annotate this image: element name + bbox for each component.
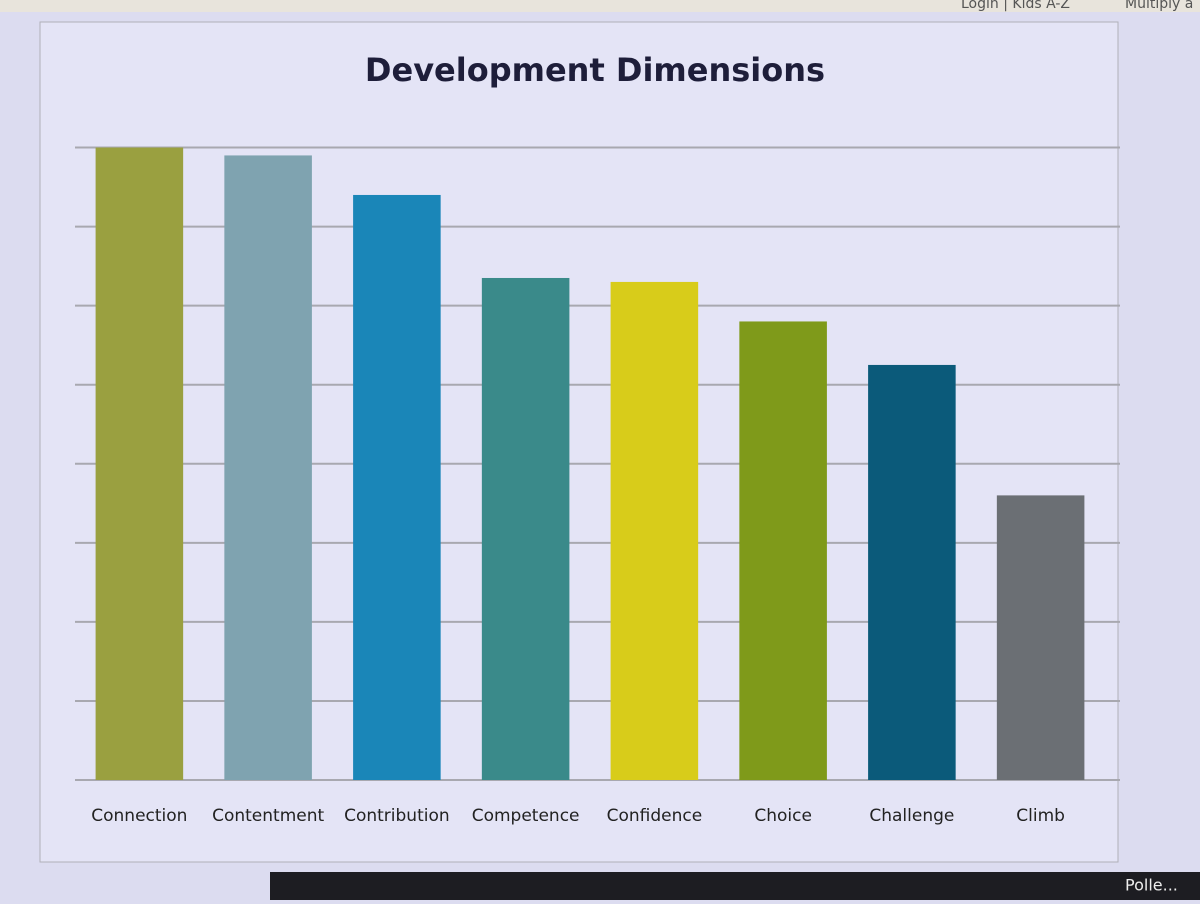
- taskbar: [270, 872, 1200, 900]
- x-tick-label: Competence: [472, 806, 580, 826]
- bar: [481, 277, 570, 780]
- bar: [95, 147, 184, 780]
- taskbar-item[interactable]: Polle...: [1125, 876, 1178, 895]
- x-tick-label: Contribution: [344, 806, 450, 826]
- bar: [224, 155, 312, 780]
- plot: Connection Contentment Contribution Compete…: [75, 146, 1120, 826]
- bar: [996, 495, 1085, 780]
- x-tick-label: Climb: [1016, 806, 1065, 826]
- bar: [353, 194, 441, 780]
- x-tick-label: Connection: [91, 806, 187, 826]
- bar: [868, 364, 956, 780]
- x-tick-label: Confidence: [607, 806, 703, 826]
- bar: [610, 281, 699, 780]
- chart-title: Development Dimensions: [365, 51, 825, 89]
- tab-label: Login | Kids A-Z: [961, 0, 1070, 12]
- browser-bar: [0, 0, 1200, 12]
- bar: [739, 321, 827, 780]
- x-tick-label: Contentment: [212, 806, 324, 826]
- x-tick-label: Choice: [754, 806, 812, 826]
- x-tick-label: Challenge: [869, 806, 954, 826]
- tab-label: Multiply a: [1125, 0, 1193, 12]
